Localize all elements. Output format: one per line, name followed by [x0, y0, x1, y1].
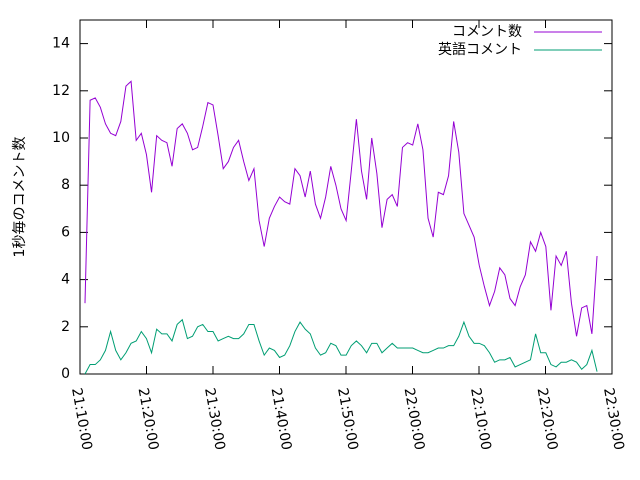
x-tick-label: 22:30:00: [600, 387, 627, 452]
x-tick-label: 21:40:00: [268, 387, 295, 452]
y-axis-label: 1秒毎のコメント数: [12, 137, 28, 258]
y-tick-label: 0: [61, 366, 70, 382]
y-tick-label: 8: [61, 177, 70, 193]
y-tick-label: 4: [61, 272, 70, 288]
plot-frame: [79, 19, 613, 375]
x-tick-label: 22:10:00: [467, 387, 494, 452]
x-tick-label: 22:00:00: [401, 387, 428, 452]
y-tick-label: 14: [52, 36, 70, 52]
x-tick-label: 21:30:00: [201, 387, 228, 452]
y-tick-label: 10: [52, 130, 70, 146]
y-tick-label: 12: [52, 83, 70, 99]
x-tick-label: 21:10:00: [68, 387, 95, 452]
y-tick-label: 6: [61, 224, 70, 240]
x-tick-label: 22:20:00: [534, 387, 561, 452]
y-tick-label: 2: [61, 319, 70, 335]
series-line: [84, 80, 598, 337]
x-tick-label: 21:20:00: [135, 387, 162, 452]
x-tick-label: 21:50:00: [334, 387, 361, 452]
series-line: [84, 318, 598, 375]
legend-label: コメント数: [452, 24, 522, 40]
legend-label: 英語コメント: [438, 41, 522, 58]
